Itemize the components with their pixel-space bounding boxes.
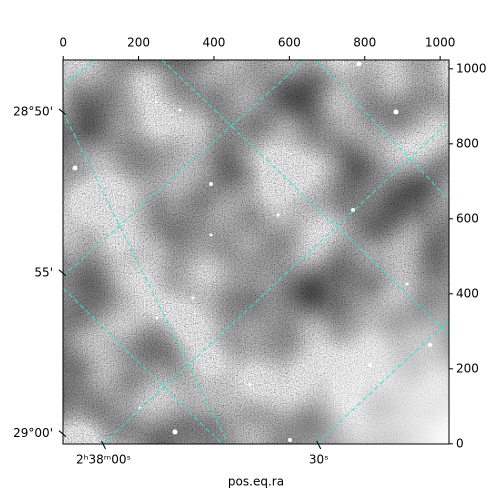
dec-tick-label: 29°00': [13, 426, 53, 440]
sky-image: [63, 60, 449, 444]
x-tick-label: 0: [59, 36, 67, 50]
y-tick-label: 0: [456, 436, 464, 450]
y-tick-label: 400: [456, 286, 479, 300]
x-tick-label: 1000: [425, 36, 456, 50]
ra-tick-label: 30ˢ: [309, 453, 329, 467]
y-tick-label: 200: [456, 361, 479, 375]
x-tick-label: 800: [353, 36, 376, 50]
dec-tick-label: 28°50': [13, 104, 53, 118]
y-tick-label: 800: [456, 136, 479, 150]
ra-tick: [101, 440, 106, 450]
x-tick-label: 400: [203, 36, 226, 50]
dec-tick: [58, 108, 67, 116]
x-axis-label: pos.eq.ra: [228, 475, 284, 489]
ra-tick: [316, 440, 322, 450]
y-tick-label: 600: [456, 211, 479, 225]
coordinate-grid: [63, 60, 449, 444]
ra-tick-label: 2ʰ38ᵐ00ˢ: [76, 453, 131, 467]
x-tick-label: 600: [278, 36, 301, 50]
dec-tick-label: 55': [34, 265, 53, 279]
frame: [62, 59, 450, 445]
dec-tick: [58, 430, 67, 438]
dec-tick: [58, 269, 67, 277]
y-tick-label: 1000: [456, 61, 487, 75]
x-tick-label: 200: [127, 36, 150, 50]
